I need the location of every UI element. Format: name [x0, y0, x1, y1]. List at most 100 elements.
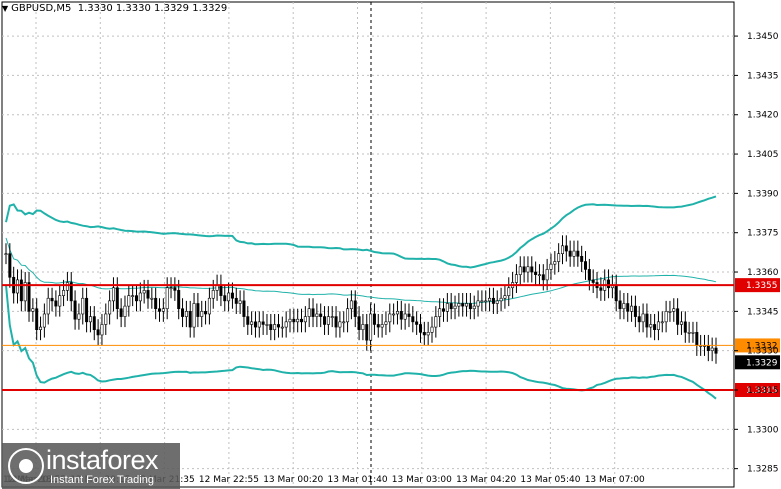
triangle-down-icon[interactable]: ▼: [2, 4, 9, 13]
chart-header: ▼ GBPUSD,M5 1.3330 1.3330 1.3329 1.3329: [2, 3, 227, 14]
candle-body: [323, 316, 327, 325]
candle-body: [326, 316, 330, 325]
candle-body: [395, 311, 399, 315]
candle-body: [545, 269, 549, 281]
candle-body: [73, 300, 77, 320]
candle-body: [564, 245, 568, 252]
level-price-box: [735, 383, 780, 397]
candle-body: [369, 313, 373, 341]
candles: [4, 235, 718, 364]
candle-body: [119, 308, 123, 317]
candle-body: [81, 297, 85, 315]
candle-body: [495, 300, 499, 304]
current-price-label: 1.3329: [746, 358, 778, 368]
candle-body: [16, 279, 20, 294]
symbol-label: GBPUSD,M5: [11, 3, 72, 14]
candle-body: [284, 321, 288, 328]
x-tick-label: 13 Mar 07:00: [585, 475, 645, 485]
candle-body: [123, 305, 127, 317]
price-axis: 1.3285 1.3300 1.3315 1.3330 1.3345 1.3360 1.33…: [734, 32, 779, 475]
y-tick-label: 1.3345: [747, 307, 779, 317]
candle-body: [230, 292, 234, 299]
candle-body: [376, 324, 380, 328]
candle-body: [292, 318, 296, 323]
candle-body: [499, 297, 503, 302]
current-price-box: [735, 355, 780, 370]
candle-body: [503, 295, 507, 299]
candle-body: [488, 297, 492, 302]
y-tick-label: 1.3435: [747, 71, 779, 81]
candle-body: [668, 311, 672, 313]
y-tick-label: 1.3360: [747, 268, 779, 278]
candle-body: [403, 313, 407, 320]
candle-body: [438, 308, 442, 317]
candle-body: [607, 279, 611, 289]
candle-body: [92, 316, 96, 331]
candle-body: [618, 300, 622, 310]
candle-body: [392, 313, 396, 316]
candle-body: [127, 295, 131, 307]
bid-price-box: [735, 338, 780, 353]
candle-body: [415, 321, 419, 325]
candle-body: [599, 287, 603, 291]
y-tick-label: 1.3330: [747, 347, 779, 357]
bollinger-bands: [5, 195, 717, 400]
candle-body: [69, 282, 73, 302]
candle-body: [280, 326, 284, 329]
candle-body: [541, 274, 545, 281]
candle-body: [35, 308, 39, 331]
candle-body: [706, 345, 710, 351]
y-tick-label: 1.3300: [747, 425, 779, 435]
candle-body: [476, 300, 480, 307]
candle-body: [85, 297, 89, 323]
candle-body: [173, 287, 177, 291]
candle-body: [315, 313, 319, 317]
candle-body: [614, 284, 618, 302]
candle-body: [710, 347, 714, 351]
candle-body: [714, 347, 718, 354]
candle-body: [580, 255, 584, 262]
candle-body: [181, 308, 185, 317]
candle-body: [104, 313, 108, 325]
y-tick-label: 1.3420: [747, 111, 779, 121]
logo-tagline: Instant Forex Trading: [50, 474, 154, 486]
candle-body: [653, 324, 657, 331]
candle-body: [288, 318, 292, 323]
candle-body: [23, 282, 27, 302]
candle-body: [54, 300, 58, 307]
candle-body: [62, 290, 66, 296]
candle-body: [227, 292, 231, 302]
candle-body: [522, 266, 526, 273]
bid-price-label: 1.3332: [746, 341, 778, 351]
x-tick-label: 12 Mar 22:55: [199, 475, 259, 485]
candle-body: [649, 324, 653, 328]
candle-body: [134, 295, 138, 302]
candle-body: [641, 313, 645, 323]
candle-body: [150, 297, 154, 300]
candle-body: [311, 308, 315, 317]
candle-body: [169, 287, 173, 290]
x-tick-label: 13 Mar 03:00: [392, 475, 452, 485]
candle-body: [65, 282, 69, 291]
instaforex-logo-icon: [8, 448, 44, 484]
candle-body: [480, 300, 484, 303]
candle-body: [158, 308, 162, 312]
candle-body: [177, 290, 181, 310]
candle-body: [434, 316, 438, 328]
x-tick-label: 13 Mar 01:40: [328, 475, 388, 485]
candle-body: [77, 313, 81, 320]
candle-body: [246, 316, 250, 325]
candle-body: [142, 290, 146, 294]
candle-body: [108, 300, 112, 315]
candle-body: [549, 263, 553, 270]
candle-body: [691, 332, 695, 334]
candle-body: [276, 324, 280, 328]
x-tick-label: 13 Mar 00:20: [263, 475, 323, 485]
candle-body: [361, 324, 365, 331]
candle-body: [357, 316, 361, 331]
candle-body: [526, 266, 530, 273]
candle-body: [465, 303, 469, 307]
grid: [2, 2, 734, 487]
candle-body: [250, 321, 254, 325]
